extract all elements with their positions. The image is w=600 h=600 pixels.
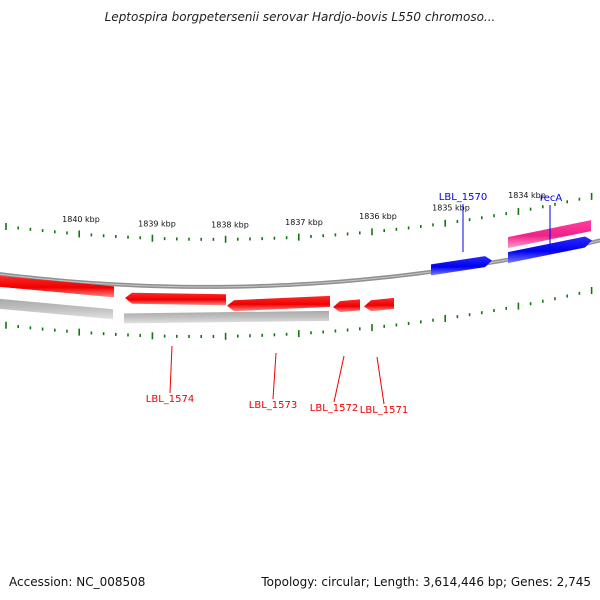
gene-leader-line [169, 345, 173, 394]
scale-label: 1834 kbp [508, 191, 546, 200]
gene-leader-line [376, 356, 385, 405]
gene-lbl-1573-arrow [227, 295, 330, 312]
gene-label-lbl-1574[interactable]: LBL_1574 [146, 394, 194, 405]
reverse-track-segment [124, 310, 329, 324]
gene-leader-line [333, 355, 345, 403]
gene-features [0, 220, 592, 324]
map-title: Leptospira borgpetersenii serovar Hardjo… [104, 10, 496, 24]
scale-labels: 1840 kbp 1839 kbp 1838 kbp 1837 kbp 1836 kbp… [62, 191, 546, 229]
topology-text: Topology: circular; Length: 3,614,446 bp… [261, 575, 591, 589]
gene-leader-line [272, 352, 277, 400]
gene-label-reca[interactable]: recA [540, 193, 563, 204]
gene-lbl-1570-arrow [431, 256, 492, 276]
gene-label-lbl-1571[interactable]: LBL_1571 [360, 405, 408, 416]
scale-label: 1840 kbp [62, 215, 100, 224]
scale-label: 1838 kbp [211, 220, 249, 229]
scale-label: 1836 kbp [359, 212, 397, 221]
gene-label-lbl-1573[interactable]: LBL_1573 [249, 400, 297, 411]
scale-label: 1839 kbp [138, 219, 176, 228]
gene-lbl-1572-arrow [333, 299, 360, 313]
chromosome-backbone-highlight [0, 239, 600, 288]
reverse-track-segment [0, 298, 113, 320]
scale-label: 1835 kbp [432, 203, 470, 212]
chromosome-backbone [0, 238, 600, 289]
gene-label-lbl-1572[interactable]: LBL_1572 [310, 403, 358, 414]
gene-lbl-1574-arrow [0, 275, 114, 298]
gene-lbl-1574-arrow [125, 292, 226, 306]
scale-label: 1837 kbp [285, 218, 323, 227]
accession-text: Accession: NC_008508 [9, 575, 146, 589]
gene-label-lbl-1570[interactable]: LBL_1570 [439, 192, 487, 203]
gene-lbl-1571-arrow [364, 297, 394, 312]
scale-ticks [5, 192, 593, 340]
